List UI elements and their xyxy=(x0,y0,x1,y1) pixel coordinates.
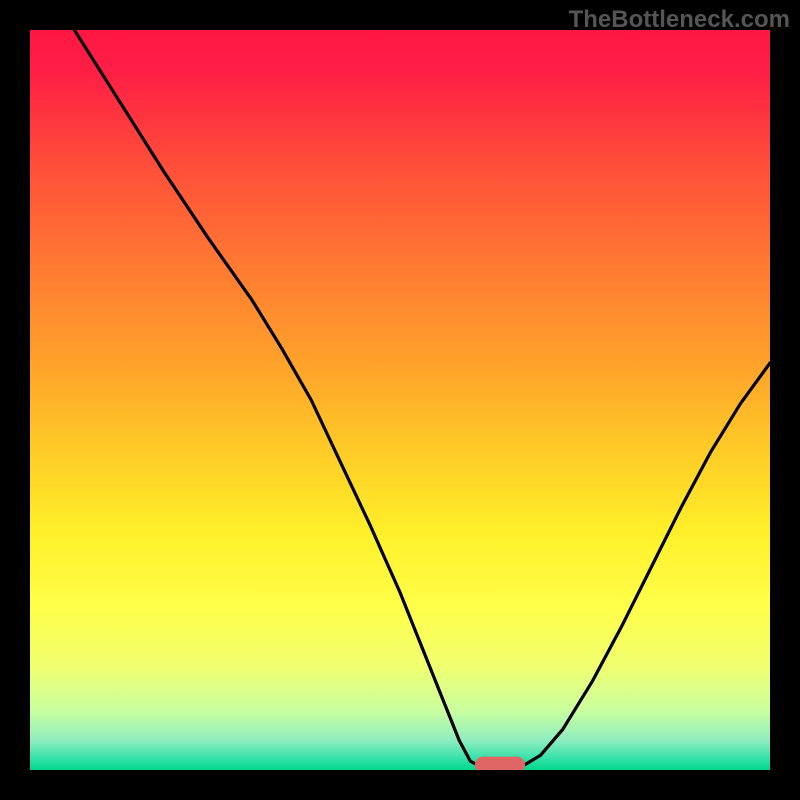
chart-frame: TheBottleneck.com xyxy=(0,0,800,800)
watermark-text: TheBottleneck.com xyxy=(569,6,790,34)
optimal-marker xyxy=(475,757,525,770)
gradient-background xyxy=(30,30,770,770)
chart-svg xyxy=(30,30,770,770)
plot-area xyxy=(30,30,770,770)
